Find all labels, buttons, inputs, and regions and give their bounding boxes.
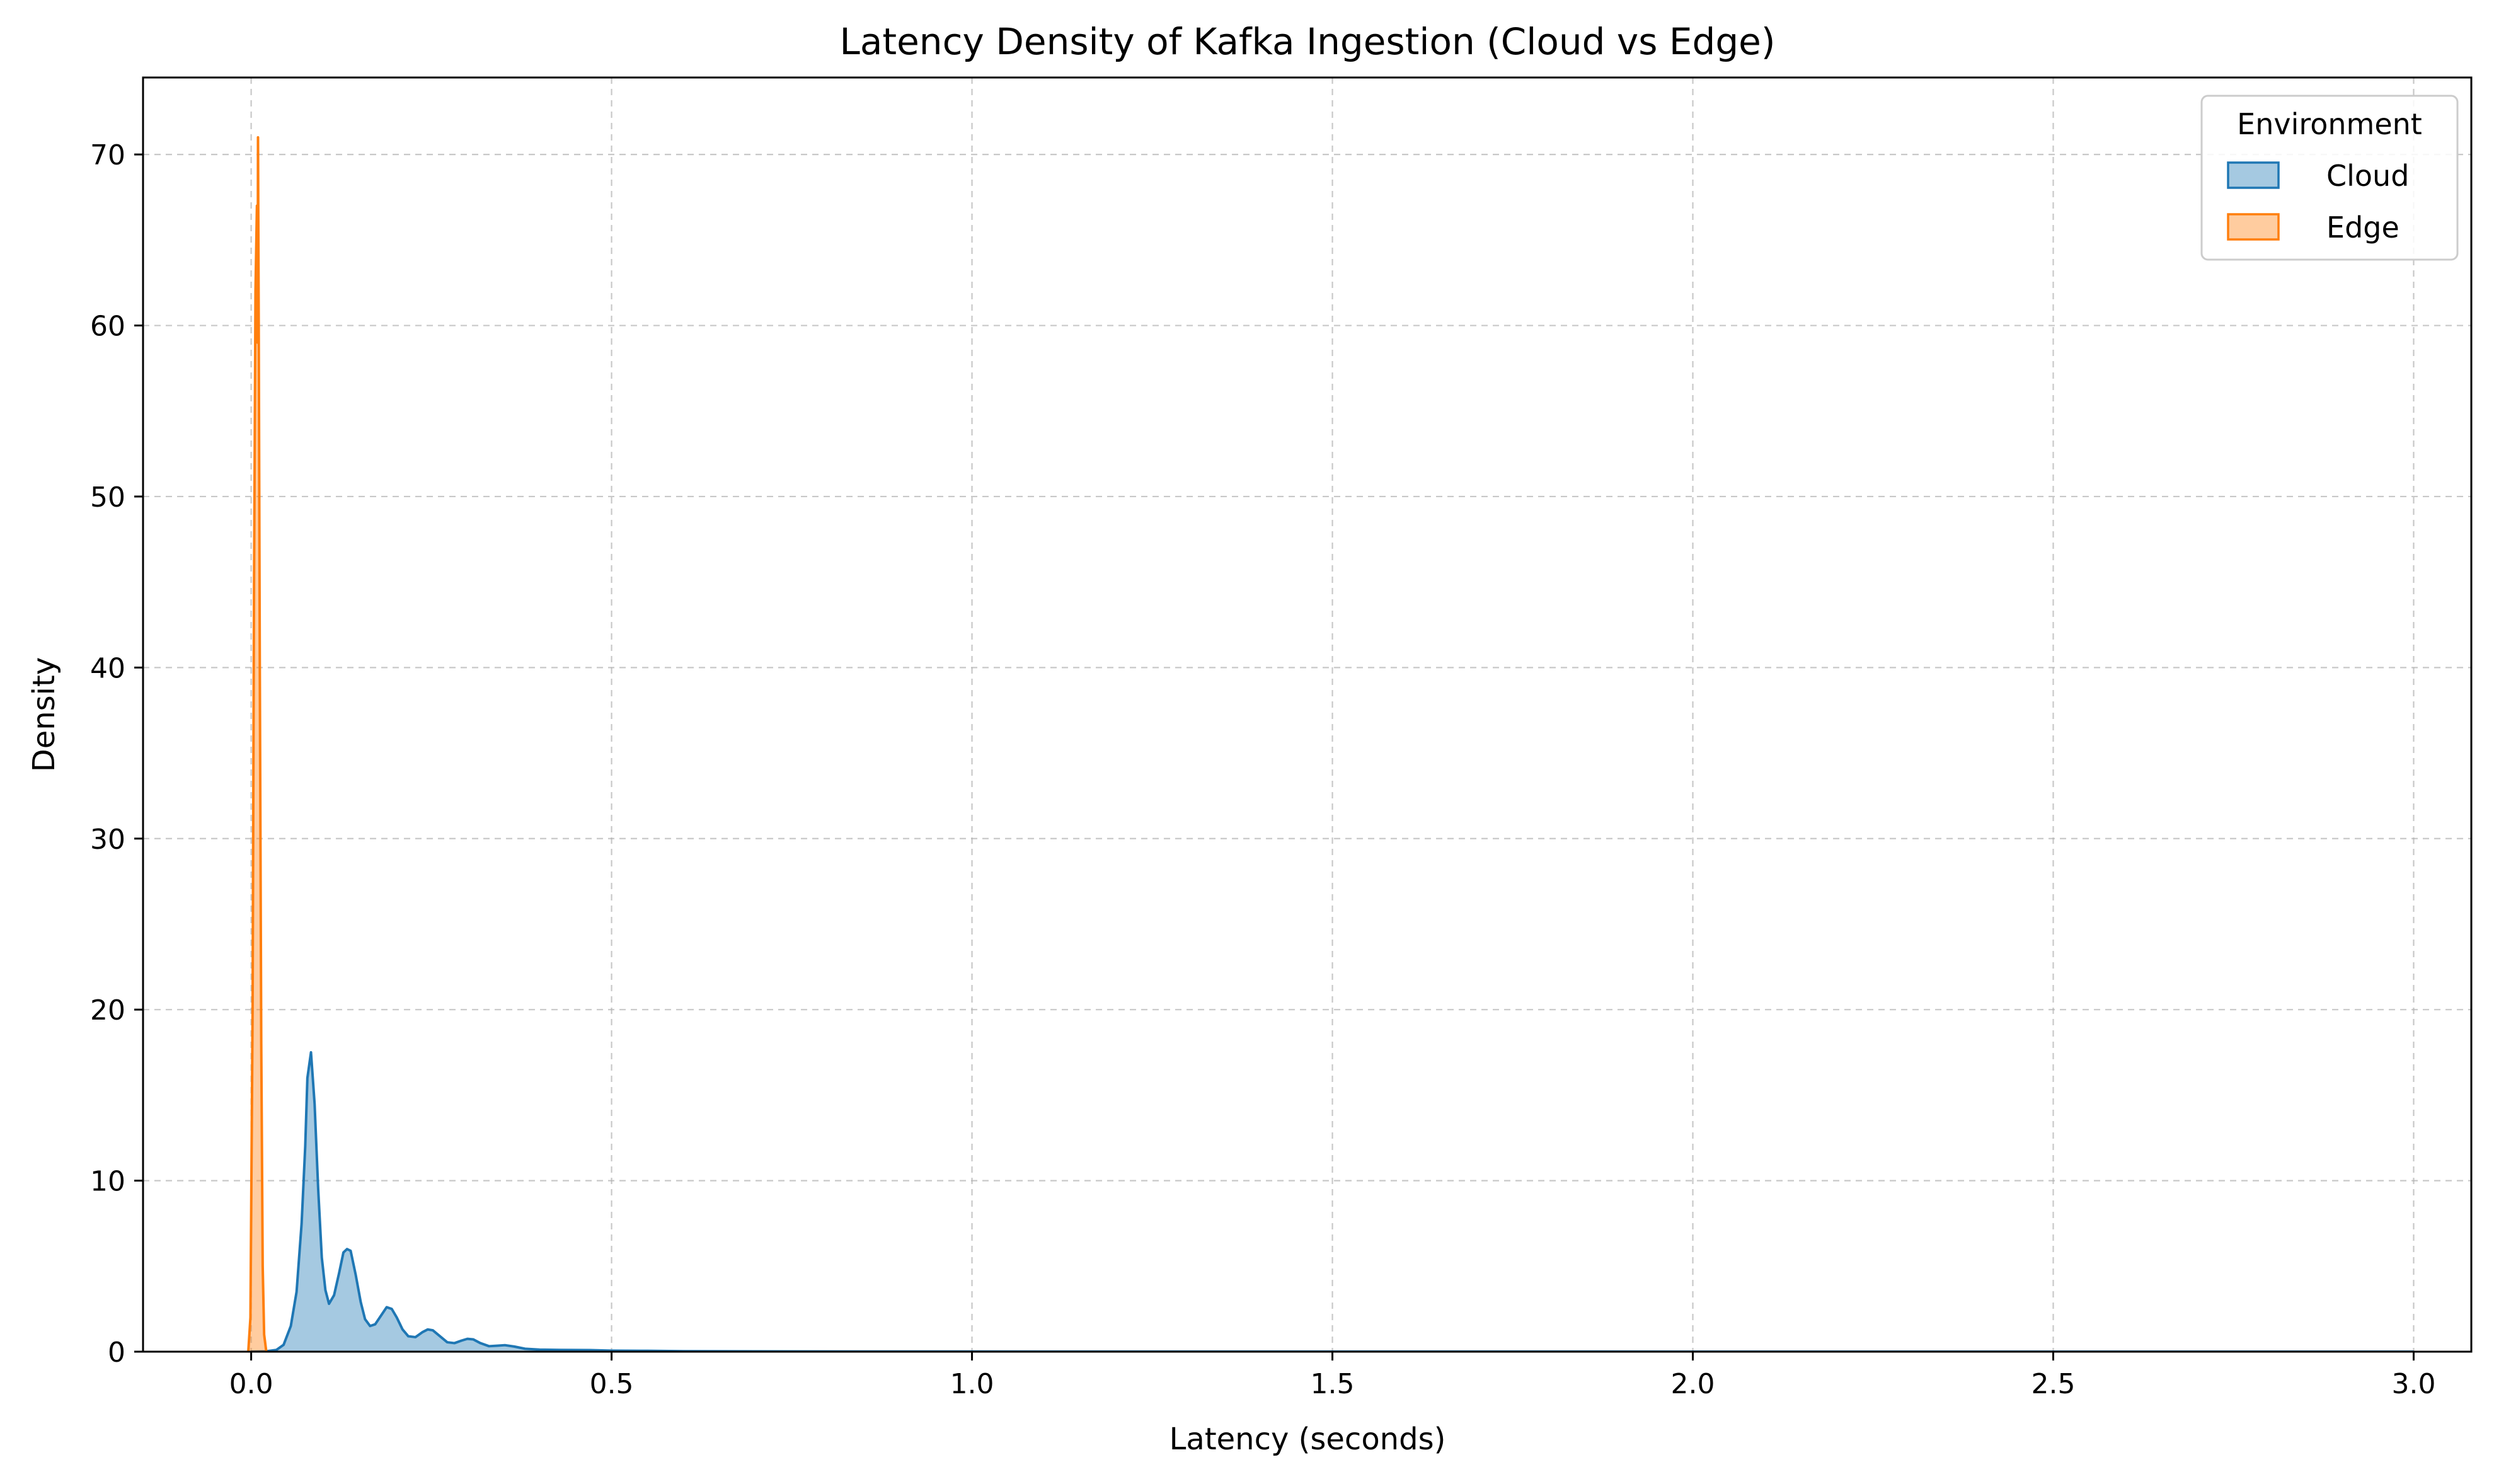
axis-ticks: 0.0 0.5 1.0 1.5 2.0 2.5 3.0 0 10 20 30 40 50 60 70 (90, 139, 2435, 1400)
y-tick-label: 20 (90, 994, 125, 1027)
y-tick-label: 50 (90, 481, 125, 514)
y-tick-label: 30 (90, 824, 125, 856)
density-line-edge (247, 135, 268, 1352)
x-axis-label: Latency (seconds) (1169, 1422, 1446, 1457)
legend-title: Environment (2237, 107, 2422, 141)
chart-title: Latency Density of Kafka Ingestion (Clou… (840, 20, 1776, 63)
legend-box (2200, 95, 2459, 261)
legend-label-edge: Edge (2326, 210, 2399, 244)
x-tick-label: 0.0 (229, 1368, 273, 1400)
legend-label-cloud: Cloud (2326, 159, 2409, 193)
y-tick-label: 60 (90, 311, 125, 343)
density-line-cloud (251, 1051, 2414, 1352)
x-tick-label: 2.5 (2031, 1368, 2076, 1400)
legend-swatch-cloud (2227, 161, 2280, 189)
x-tick-label: 2.0 (1671, 1368, 1715, 1400)
y-axis-label: Density (26, 657, 62, 772)
x-tick-label: 3.0 (2391, 1368, 2435, 1400)
legend: Environment Cloud Edge (2200, 95, 2459, 261)
y-tick-label: 70 (90, 139, 125, 171)
plot-area (247, 135, 2414, 1352)
y-tick-label: 40 (90, 652, 125, 684)
x-tick-label: 1.0 (950, 1368, 994, 1400)
legend-swatch-edge (2227, 213, 2280, 241)
y-tick-label: 0 (108, 1337, 125, 1369)
x-tick-label: 1.5 (1311, 1368, 1355, 1400)
series-layer (247, 135, 2414, 1352)
axes-frame (142, 76, 2473, 1353)
x-tick-label: 0.5 (590, 1368, 634, 1400)
y-tick-label: 10 (90, 1166, 125, 1198)
